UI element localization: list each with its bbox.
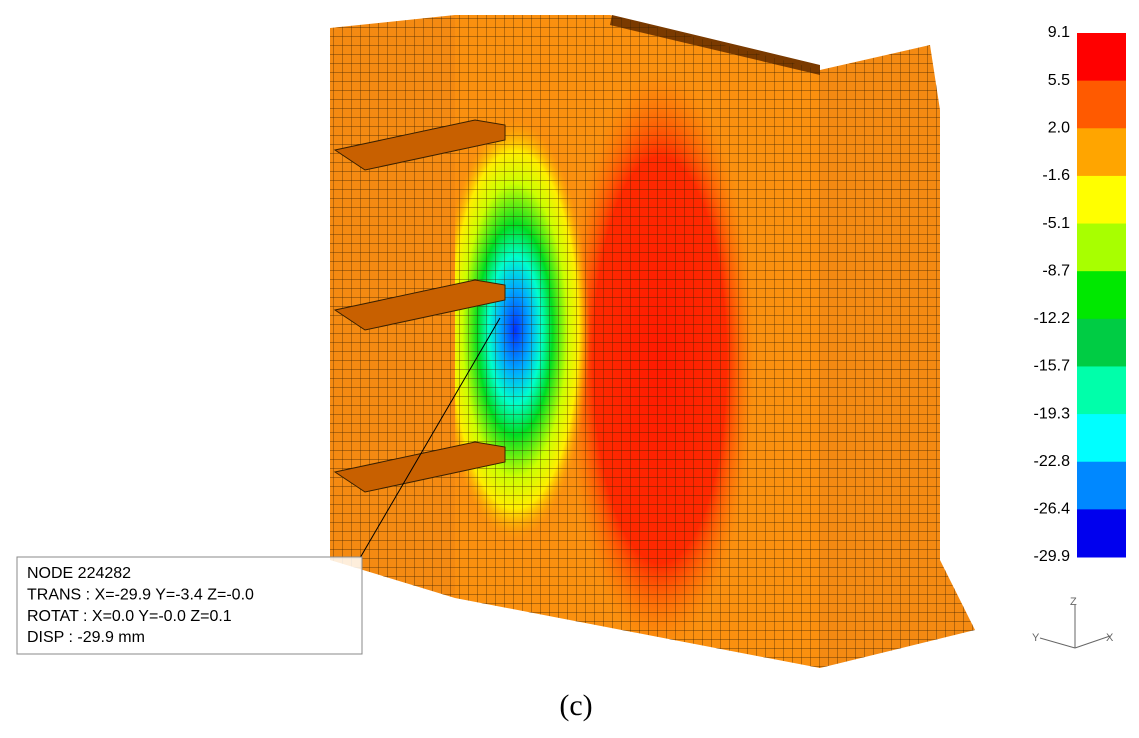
axis-triad: Z Y X <box>1032 596 1114 649</box>
legend-band <box>1077 414 1126 463</box>
triad-z: Z <box>1070 596 1077 608</box>
color-legend: 9.1 5.5 2.0 -1.6 -5.1 -8.7 -12.2 -15.7 -19.3 -22.… <box>1034 24 1126 565</box>
legend-band <box>1077 318 1126 367</box>
legend-label: -29.9 <box>1034 548 1071 565</box>
legend-label: -12.2 <box>1034 310 1071 327</box>
triad-x: X <box>1106 632 1114 644</box>
annotation-line: ROTAT : X=0.0 Y=-0.0 Z=0.1 <box>27 608 232 625</box>
legend-band <box>1077 366 1126 415</box>
legend-label: -26.4 <box>1034 501 1071 518</box>
legend-band <box>1077 80 1126 129</box>
fe-model <box>330 15 975 668</box>
legend-label: -8.7 <box>1042 262 1070 279</box>
annotation-box <box>16 556 363 655</box>
annotation-line: DISP : -29.9 mm <box>27 629 145 646</box>
legend-label: 5.5 <box>1048 72 1070 89</box>
legend-label: 2.0 <box>1048 119 1070 136</box>
legend-band <box>1077 509 1126 558</box>
annotation-line: NODE 224282 <box>27 565 131 582</box>
leader-line <box>359 317 501 559</box>
legend-label: -15.7 <box>1034 358 1071 375</box>
annotation: NODE 224282 TRANS : X=-29.9 Y=-3.4 Z=-0.0… <box>27 565 254 646</box>
legend-band <box>1077 175 1126 225</box>
caption: (c) <box>559 689 592 722</box>
annotation-line: TRANS : X=-29.9 Y=-3.4 Z=-0.0 <box>27 587 254 604</box>
legend-label: 9.1 <box>1048 24 1070 41</box>
legend-label: -1.6 <box>1042 167 1070 184</box>
legend-band <box>1077 223 1126 272</box>
legend-band <box>1077 271 1126 320</box>
legend-band <box>1077 33 1126 82</box>
legend-band <box>1077 461 1126 510</box>
legend-label: -22.8 <box>1034 453 1071 470</box>
legend-label: -19.3 <box>1034 405 1071 422</box>
triad-y: Y <box>1032 632 1040 644</box>
legend-label: -5.1 <box>1042 215 1070 232</box>
legend-band <box>1077 128 1126 177</box>
